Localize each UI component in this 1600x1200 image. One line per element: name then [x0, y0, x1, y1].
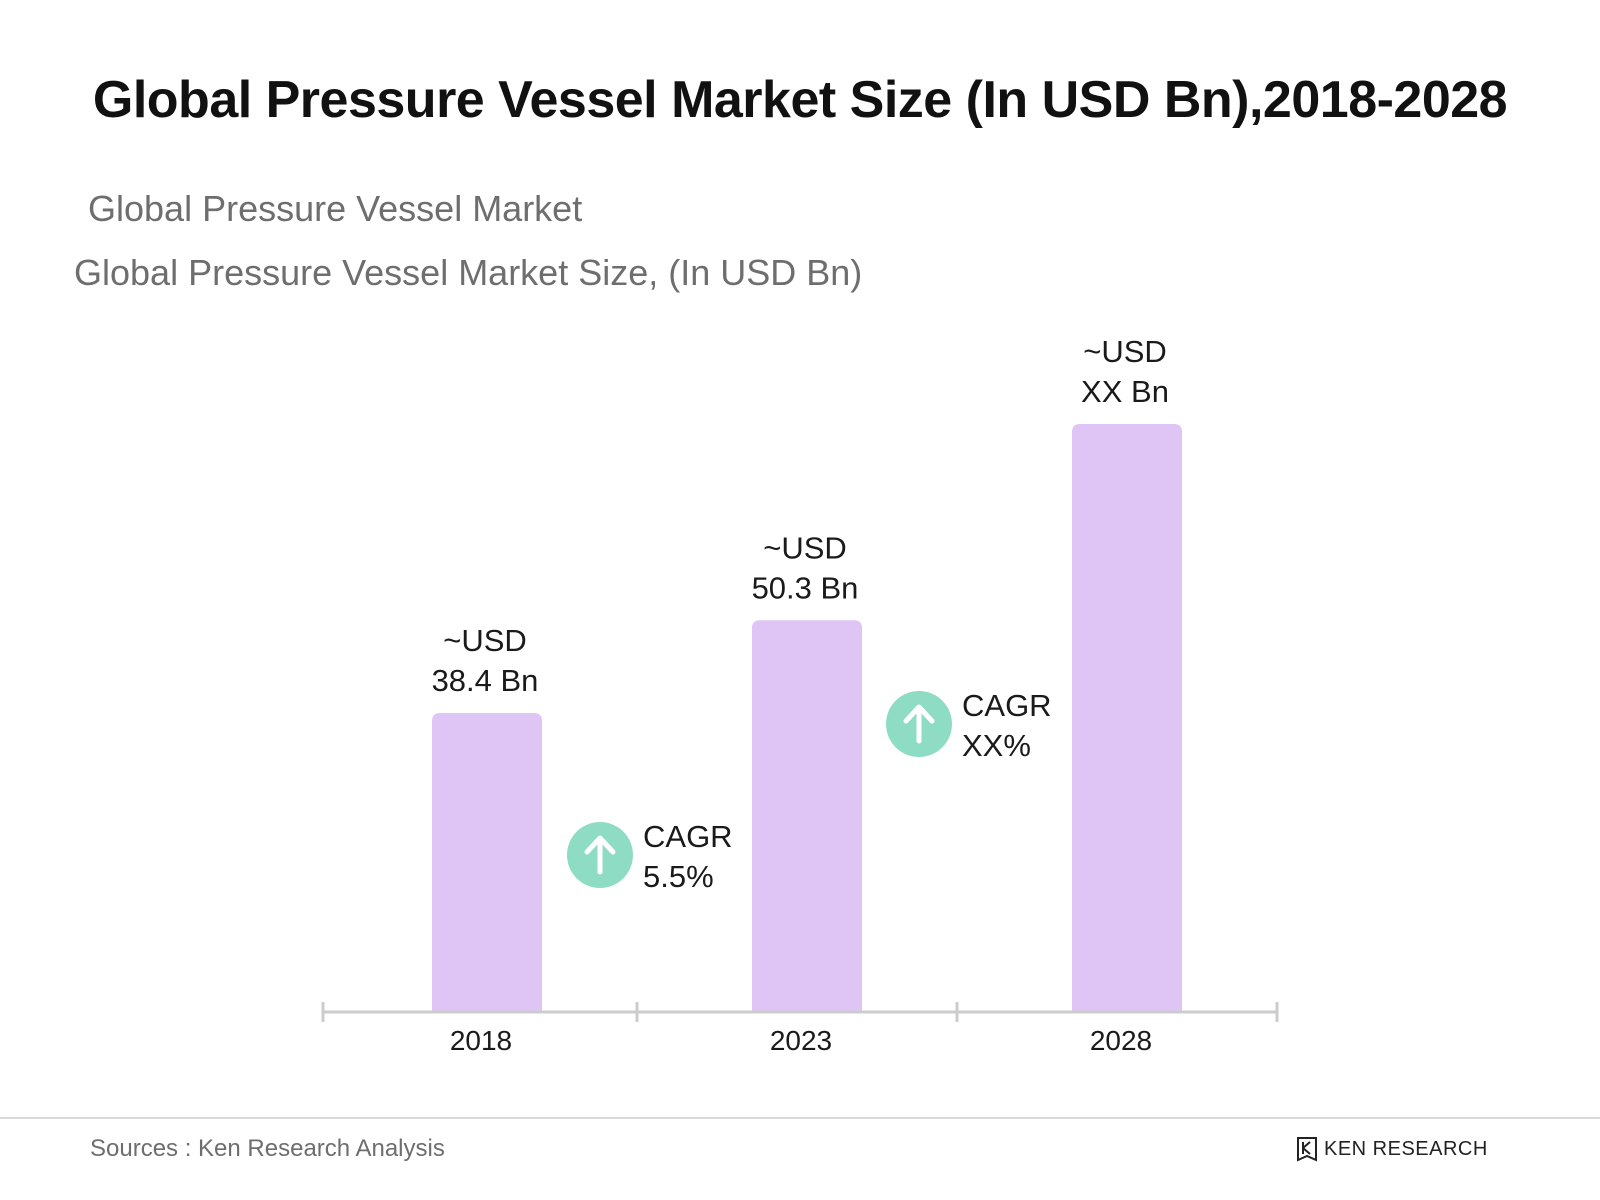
data-label-2023-line1: ~USD — [763, 530, 847, 565]
cagr-label-1: CAGR — [643, 819, 733, 854]
source-note: Sources : Ken Research Analysis — [90, 1135, 445, 1162]
x-tick-label-2028: 2028 — [1090, 1025, 1152, 1056]
data-label-2023-line2: 50.3 Bn — [752, 570, 859, 605]
arrow-up-icon — [903, 704, 935, 744]
ken-research-logo-icon — [1297, 1137, 1317, 1162]
footer-divider — [0, 1117, 1600, 1119]
y-axis-label: Global Pressure Vessel Market Size, (In … — [74, 252, 863, 293]
bar-2028 — [1072, 424, 1182, 1012]
data-label-2028-line1: ~USD — [1083, 334, 1167, 369]
data-label-2028-line2: XX Bn — [1081, 374, 1169, 409]
x-tick-label-2023: 2023 — [770, 1025, 832, 1056]
x-tick-label-2018: 2018 — [450, 1025, 512, 1056]
brand-name: KEN RESEARCH — [1324, 1137, 1488, 1160]
data-label-2018-line2: 38.4 Bn — [432, 663, 539, 698]
chart-subtitle: Global Pressure Vessel Market — [88, 188, 583, 229]
cagr-label-2: CAGR — [962, 688, 1052, 723]
bar-2023 — [752, 620, 862, 1012]
chart-title: Global Pressure Vessel Market Size (In U… — [92, 71, 1508, 129]
cagr-value-2: XX% — [962, 728, 1031, 763]
data-label-2018-line1: ~USD — [443, 623, 527, 658]
cagr-value-1: 5.5% — [643, 859, 714, 894]
brand-logo: KEN RESEARCH — [1296, 1136, 1488, 1162]
bar-2018 — [432, 712, 542, 1012]
arrow-up-icon — [584, 835, 616, 875]
